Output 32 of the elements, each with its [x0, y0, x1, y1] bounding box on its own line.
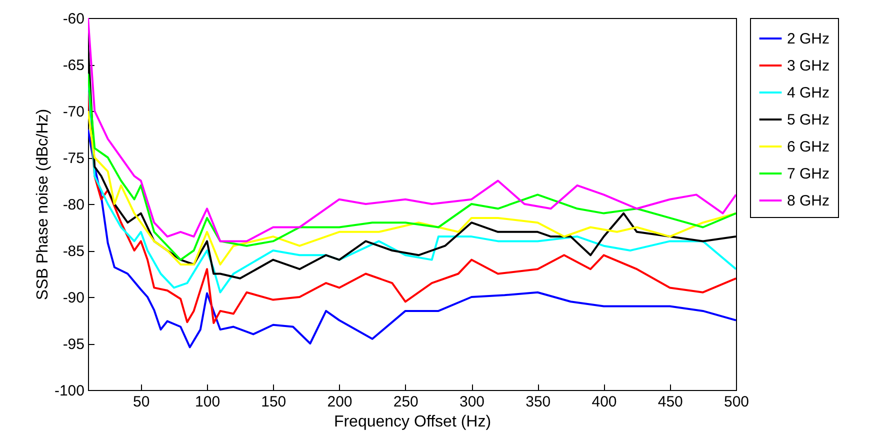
y-tick-label: -75	[62, 150, 84, 167]
legend-label: 6 GHz	[787, 138, 830, 156]
x-tick-label: 50	[133, 394, 150, 410]
x-axis-title: Frequency Offset (Hz)	[334, 414, 492, 430]
x-tick-label: 100	[195, 394, 220, 410]
y-tick-label: -95	[62, 336, 84, 353]
x-tick-label: 500	[724, 394, 750, 410]
y-axis-title: SSB Phase noise (dBc/Hz)	[34, 108, 52, 300]
legend-label: 2 GHz	[787, 30, 830, 48]
y-tick-label: -100	[54, 382, 84, 400]
y-tick-label: -85	[62, 243, 84, 260]
legend-label: 3 GHz	[787, 58, 830, 74]
y-tick-label: -60	[62, 10, 84, 28]
line-series	[88, 18, 736, 242]
x-tick-label: 450	[658, 394, 683, 410]
x-tick-label: 350	[526, 394, 551, 410]
x-tick-label: 400	[592, 394, 617, 410]
y-tick-label: -90	[62, 290, 84, 306]
y-tick-label: -70	[62, 104, 84, 120]
y-tick-label: -65	[62, 57, 84, 74]
x-tick-label: 150	[261, 394, 286, 410]
x-tick-label: 200	[327, 394, 352, 410]
line-series	[88, 91, 736, 324]
legend-label: 7 GHz	[787, 166, 830, 182]
y-tick-label: -80	[62, 196, 84, 214]
line-series	[88, 128, 736, 348]
legend-label: 4 GHz	[787, 84, 830, 102]
line-series	[88, 110, 736, 266]
legend-label: 5 GHz	[787, 112, 830, 128]
x-tick-label: 250	[393, 394, 418, 410]
x-tick-label: 300	[459, 394, 485, 410]
legend-label: 8 GHz	[787, 192, 830, 210]
